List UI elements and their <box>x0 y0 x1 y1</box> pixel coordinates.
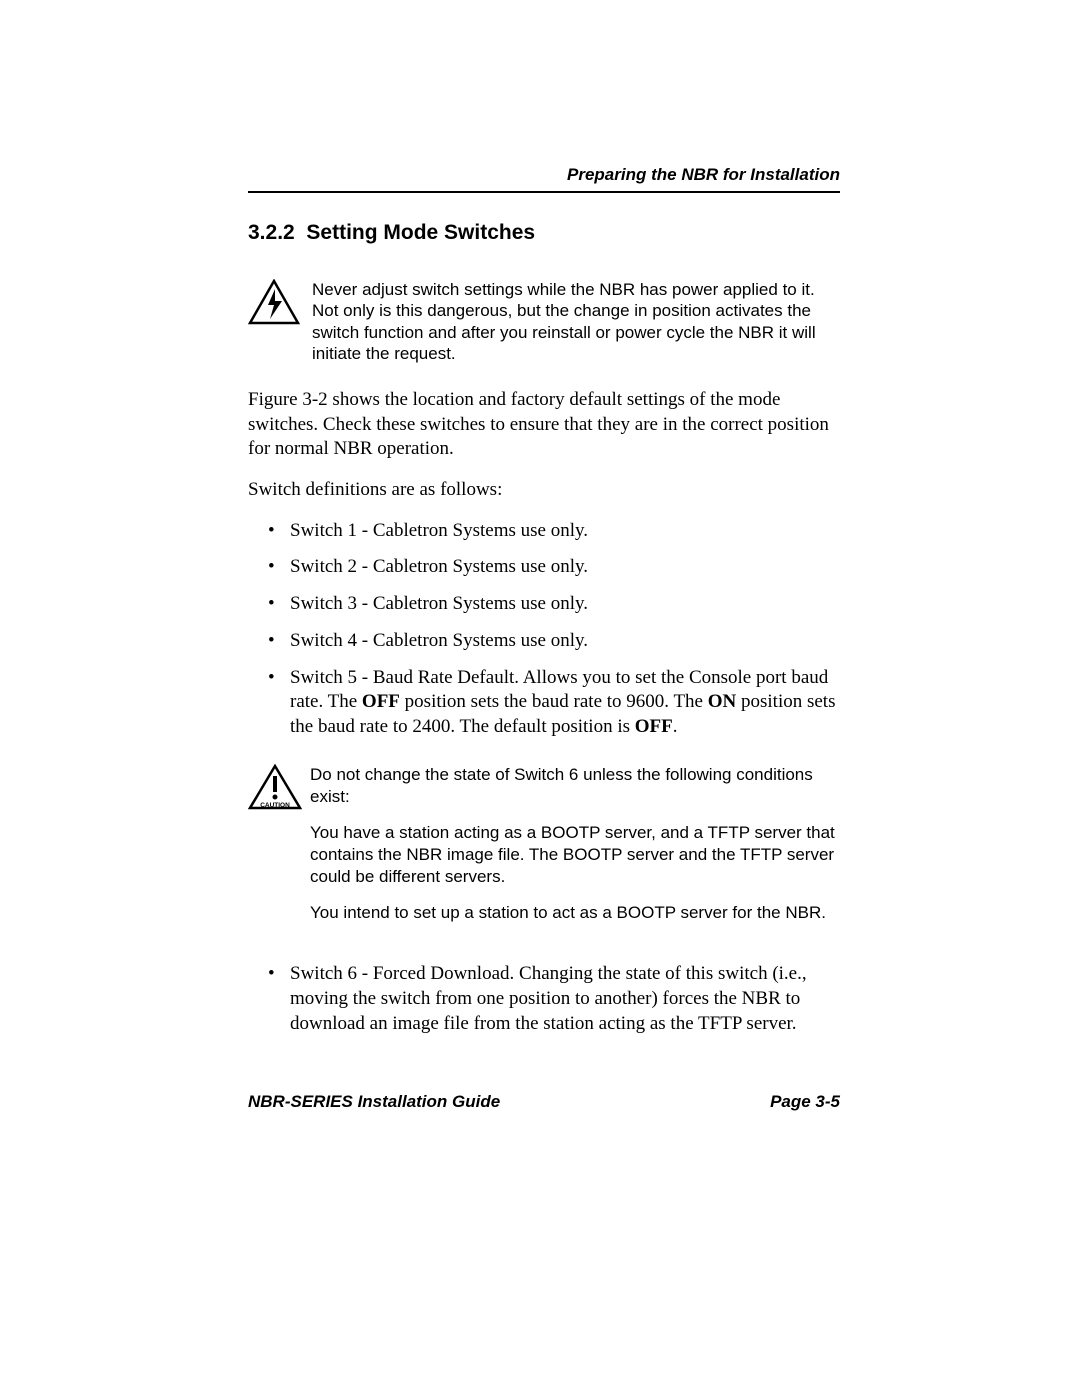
caution-paragraph-3: You intend to set up a station to act as… <box>310 902 840 924</box>
warning-block: Never adjust switch settings while the N… <box>248 279 840 364</box>
body-paragraph-1: Figure 3-2 shows the location and factor… <box>248 388 840 462</box>
caution-block: CAUTION Do not change the state of Switc… <box>248 764 840 939</box>
page-content: Preparing the NBR for Installation 3.2.2… <box>0 0 1080 1036</box>
switch-list-continued: Switch 6 - Forced Download. Changing the… <box>248 962 840 1036</box>
caution-text: Do not change the state of Switch 6 unle… <box>310 764 840 939</box>
list-item: Switch 5 - Baud Rate Default. Allows you… <box>268 666 840 740</box>
caution-paragraph-2: You have a station acting as a BOOTP ser… <box>310 822 840 888</box>
bold-off: OFF <box>362 691 400 712</box>
switch-list: Switch 1 - Cabletron Systems use only. S… <box>248 519 840 740</box>
warning-text: Never adjust switch settings while the N… <box>312 279 840 364</box>
list-item: Switch 4 - Cabletron Systems use only. <box>268 629 840 654</box>
section-title: 3.2.2 Setting Mode Switches <box>248 221 840 245</box>
bold-off-2: OFF <box>635 716 673 737</box>
section-number: 3.2.2 <box>248 221 295 244</box>
section-heading: Setting Mode Switches <box>306 221 535 244</box>
footer-page-number: Page 3-5 <box>770 1092 840 1112</box>
body-paragraph-2: Switch definitions are as follows: <box>248 478 840 503</box>
header-divider: Preparing the NBR for Installation <box>248 165 840 193</box>
caution-paragraph-1: Do not change the state of Switch 6 unle… <box>310 764 840 808</box>
list-item: Switch 6 - Forced Download. Changing the… <box>268 962 840 1036</box>
list-item: Switch 2 - Cabletron Systems use only. <box>268 555 840 580</box>
page-footer: NBR-SERIES Installation Guide Page 3-5 <box>248 1092 840 1112</box>
caution-exclamation-icon: CAUTION <box>248 764 302 812</box>
lightning-warning-icon <box>248 279 300 327</box>
list-item: Switch 1 - Cabletron Systems use only. <box>268 519 840 544</box>
bold-on: ON <box>708 691 737 712</box>
list-item: Switch 3 - Cabletron Systems use only. <box>268 592 840 617</box>
footer-guide-name: NBR-SERIES Installation Guide <box>248 1092 500 1112</box>
header-text: Preparing the NBR for Installation <box>567 165 840 184</box>
svg-text:CAUTION: CAUTION <box>260 802 290 809</box>
